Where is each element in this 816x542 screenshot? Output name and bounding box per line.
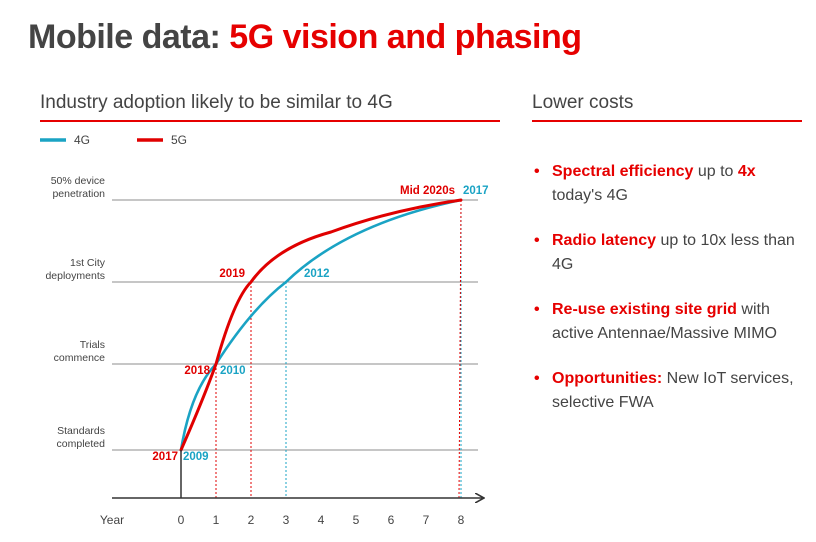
bullet-highlight: Spectral efficiency	[552, 163, 694, 180]
x-axis-title: Year	[100, 513, 124, 527]
bullet-icon: •	[534, 232, 540, 249]
bullet-highlight: Opportunities:	[552, 370, 663, 387]
bullet-icon: •	[534, 301, 540, 318]
milestone-label-line2: completed	[57, 438, 106, 450]
data-label-5g: 2019	[219, 268, 245, 280]
x-tick-label: 5	[353, 513, 360, 527]
bullet-highlight: Re-use existing site grid	[552, 301, 737, 318]
x-tick-label: 2	[248, 513, 255, 527]
x-tick-label: 1	[213, 513, 220, 527]
milestone-label: Standards completed	[57, 425, 106, 450]
bullet-icon: •	[534, 370, 540, 387]
data-label-5g: Mid 2020s	[400, 185, 455, 197]
data-label-4g: 2012	[304, 268, 330, 280]
lower-costs-heading: Lower costs	[532, 92, 802, 122]
data-label-4g: 2017	[463, 185, 489, 197]
milestone-label: Trials commence	[54, 339, 106, 364]
x-tick-label: 4	[318, 513, 325, 527]
milestone-label-line1: 1st City	[70, 257, 106, 269]
bullet-radio-latency: • Radio latency up to 10x less than 4G	[532, 229, 807, 277]
x-tick-label: 6	[388, 513, 395, 527]
milestone-label-line2: deployments	[45, 270, 105, 282]
bullet-text: up to	[693, 163, 738, 180]
bullet-text-tail: today's 4G	[552, 187, 628, 204]
milestone-label-line2: penetration	[52, 188, 105, 200]
x-tick-label: 0	[178, 513, 185, 527]
data-label-5g: 2017	[152, 451, 178, 463]
chart-heading: Industry adoption likely to be similar t…	[40, 92, 500, 122]
bullet-opportunities: • Opportunities: New IoT services, select…	[532, 367, 807, 415]
benefits-list: • Spectral efficiency up to 4x today's 4G…	[532, 160, 807, 436]
milestone-label: 50% device penetration	[51, 175, 105, 200]
legend-label-5g: 5G	[171, 133, 187, 147]
x-tick-label: 7	[423, 513, 430, 527]
x-tick-label: 3	[283, 513, 290, 527]
series-5g-line	[179, 198, 463, 452]
data-label-4g: 2010	[220, 365, 246, 377]
bullet-highlight: Radio latency	[552, 232, 657, 249]
title-highlight: 5G vision and phasing	[229, 18, 582, 56]
bullet-spectral-efficiency: • Spectral efficiency up to 4x today's 4G	[532, 160, 807, 208]
x-tick-label: 8	[458, 513, 465, 527]
bullet-icon: •	[534, 163, 540, 180]
data-label-4g: 2009	[183, 451, 209, 463]
bullet-text: with active Antennae/Massive MIMO	[552, 301, 777, 342]
milestone-label-line1: Standards	[57, 425, 105, 437]
title-prefix: Mobile data:	[28, 18, 221, 56]
series-4g-line	[179, 198, 463, 452]
milestone-label: 1st City deployments	[45, 257, 105, 282]
legend-label-4g: 4G	[74, 133, 90, 147]
bullet-text: New IoT services, selective FWA	[552, 370, 794, 411]
bullet-text: up to 10x less than 4G	[552, 232, 795, 273]
page-title: Mobile data: 5G vision and phasing	[28, 18, 582, 57]
drop-line-5g	[458, 199, 462, 499]
milestone-label-line2: commence	[54, 352, 106, 364]
bullet-site-grid: • Re-use existing site grid with active A…	[532, 298, 807, 346]
bullet-highlight-value: 4x	[737, 163, 756, 180]
data-label-5g: 2018	[184, 365, 210, 377]
milestone-label-line1: Trials	[80, 339, 105, 351]
milestone-label-line1: 50% device	[51, 175, 105, 187]
